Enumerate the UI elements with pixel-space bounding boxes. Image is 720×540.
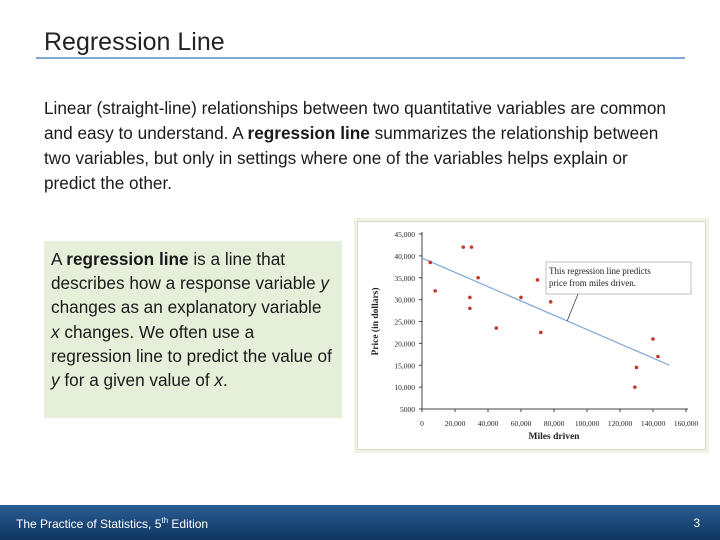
x-tick-label: 60,000 (511, 419, 532, 428)
y-tick-label: 5000 (400, 405, 415, 414)
annotation-text: This regression line predicts (549, 266, 651, 276)
definition-box: A regression line is a line that describ… (44, 241, 342, 418)
definition-text-4: changes. We often use a regression line … (51, 321, 332, 366)
x-axis-label: Miles driven (529, 432, 581, 442)
intro-bold-term: regression line (247, 123, 370, 143)
scatterplot-figure: 5000 10,000 15,000 20,000 25,000 30,000 35,000… (358, 222, 705, 449)
data-point (476, 275, 480, 280)
definition-var-x-2: x (214, 370, 223, 391)
x-tick-label: 40,000 (478, 419, 499, 428)
y-tick-label: 30,000 (394, 296, 415, 305)
y-tick-label: 45,000 (394, 230, 415, 239)
footer-bar: The Practice of Statistics, 5th Edition … (0, 505, 720, 540)
x-tick-label: 140,000 (641, 419, 666, 428)
intro-text-1: Linear (straight-line) relationships bet… (44, 98, 666, 143)
data-point (651, 337, 655, 341)
data-point (428, 260, 433, 265)
footer-book-title: The Practice of Statistics, 5th Edition (16, 516, 208, 531)
x-tick-label: 20,000 (445, 419, 466, 428)
x-tick-label: 160,000 (674, 419, 699, 428)
y-axis-label: Price (in dollars) (370, 287, 381, 355)
data-point (468, 295, 472, 300)
data-point (634, 365, 639, 370)
slide-title: Regression Line (44, 28, 225, 56)
data-point (468, 306, 472, 311)
annotation-text: price from miles driven. (549, 278, 636, 288)
y-tick-label: 40,000 (394, 252, 415, 261)
footer-book-text: The Practice of Statistics, 5 (16, 517, 162, 531)
definition-var-x: x (51, 321, 60, 342)
x-tick-label: 100,000 (575, 419, 600, 428)
definition-text-2: is a line that describes how a response … (51, 249, 321, 294)
annotation-box (545, 261, 692, 295)
annotation-pointer (566, 293, 579, 322)
scatterplot-svg: 5000 10,000 15,000 20,000 25,000 30,000 35,000… (370, 230, 699, 442)
definition-text-1: A (51, 249, 67, 269)
data-point (539, 330, 543, 335)
page-number: 3 (693, 516, 700, 530)
definition-bold-term: regression line (66, 249, 189, 269)
data-point (433, 289, 437, 293)
y-tick-label: 10,000 (394, 383, 415, 392)
data-point (461, 245, 466, 249)
y-tick-label: 35,000 (394, 274, 415, 283)
y-tick-label: 25,000 (394, 318, 415, 327)
title-divider (36, 57, 685, 59)
definition-text-6: . (222, 370, 228, 391)
regression-line (421, 257, 670, 366)
footer-edition-text: Edition (168, 517, 209, 531)
definition-var-y: y (320, 273, 330, 294)
x-tick-label: 80,000 (544, 419, 565, 428)
data-point (494, 326, 499, 330)
y-tick-label: 15,000 (394, 361, 415, 370)
data-point (469, 245, 474, 249)
data-point (519, 295, 523, 300)
data-point (548, 300, 553, 304)
definition-var-y-2: y (51, 370, 60, 391)
definition-text-3: changes as an explanatory variable (51, 297, 322, 318)
intro-text-2: summarizes the relationship between two … (44, 123, 659, 193)
definition-text-5: for a given value of (59, 370, 215, 391)
data-point (535, 278, 540, 282)
intro-paragraph: Linear (straight-line) relationships bet… (44, 96, 674, 196)
x-tick-label: 120,000 (608, 419, 633, 428)
data-point (633, 385, 637, 389)
footer-book-sup: th (161, 516, 169, 525)
x-tick-label: 0 (420, 419, 424, 428)
data-point (656, 354, 660, 359)
y-tick-label: 20,000 (394, 339, 415, 348)
